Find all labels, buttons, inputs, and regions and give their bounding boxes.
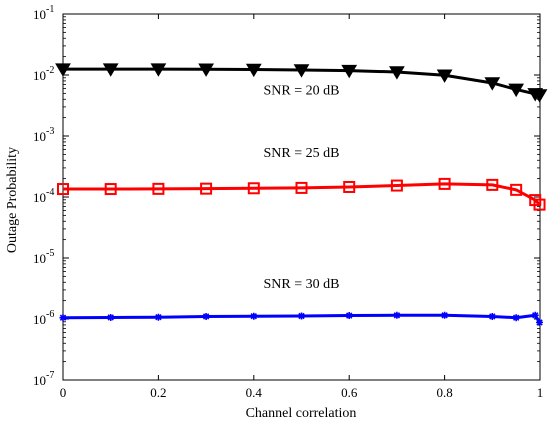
series-square	[57, 177, 546, 211]
snr-annotation: SNR = 25 dB	[264, 146, 340, 161]
series-triangle-down	[55, 63, 548, 103]
square-marker	[510, 183, 523, 196]
annotations: SNR = 20 dB SNR = 25 dB SNR = 30 dB	[264, 83, 340, 292]
square-marker	[533, 198, 546, 211]
triangle-marker	[55, 63, 71, 77]
x-tick-labels: 0 0.2 0.4 0.6 0.8 1	[60, 385, 544, 400]
star-marker	[488, 312, 496, 320]
data-series	[55, 63, 548, 326]
triangle-marker	[436, 69, 453, 83]
triangle-marker	[484, 77, 501, 91]
star-marker	[59, 314, 67, 322]
triangle-marker	[150, 63, 167, 77]
y-tick-label: 10-5	[33, 248, 54, 266]
square-marker	[343, 180, 356, 193]
y-tick-label: 10-1	[33, 4, 54, 22]
y-tick-labels: 10-1 10-2 10-3 10-4 10-5 10-6 10-7	[33, 4, 54, 388]
star-marker	[202, 312, 210, 320]
y-tick-label: 10-2	[33, 65, 54, 83]
series-star	[59, 311, 544, 326]
x-tick-label: 0.2	[150, 385, 166, 400]
y-tick-label: 10-3	[33, 126, 54, 144]
square-marker	[295, 181, 308, 194]
tick-marks	[62, 13, 541, 381]
x-tick-label: 0.6	[341, 385, 358, 400]
y-axis-title: Outage Probability	[5, 147, 20, 253]
square-marker	[247, 182, 260, 195]
star-marker	[531, 311, 539, 319]
star-marker	[154, 313, 162, 321]
x-tick-label: 0	[60, 385, 67, 400]
y-tick-label: 10-6	[33, 309, 54, 327]
triangle-marker	[531, 89, 548, 103]
star-marker	[107, 313, 115, 321]
star-marker	[345, 312, 353, 320]
triangle-marker	[245, 63, 262, 78]
y-tick-label: 10-7	[33, 370, 54, 388]
star-marker	[298, 312, 305, 320]
triangle-marker	[341, 64, 358, 79]
star-marker	[393, 311, 401, 319]
y-tick-label: 10-4	[33, 187, 54, 205]
star-marker	[441, 311, 449, 319]
square-marker	[390, 179, 403, 192]
snr-annotation: SNR = 20 dB	[264, 83, 340, 98]
star-marker	[536, 318, 544, 326]
square-marker	[104, 183, 117, 196]
square-marker	[152, 182, 165, 195]
x-tick-label: 1	[537, 385, 544, 400]
square-marker	[57, 183, 69, 196]
triangle-marker	[389, 66, 405, 80]
triangle-marker	[198, 63, 214, 77]
star-marker	[512, 314, 520, 322]
square-marker	[486, 178, 499, 191]
series-line	[63, 182, 541, 206]
x-axis-title: Channel correlation	[246, 406, 357, 421]
triangle-marker	[508, 83, 525, 98]
triangle-marker	[293, 64, 310, 78]
star-marker	[250, 312, 258, 320]
x-tick-label: 0.8	[436, 385, 452, 400]
x-tick-label: 0.4	[246, 385, 263, 400]
square-marker	[438, 177, 451, 190]
square-marker	[200, 182, 213, 195]
triangle-marker	[102, 63, 119, 77]
snr-annotation: SNR = 30 dB	[264, 277, 340, 292]
